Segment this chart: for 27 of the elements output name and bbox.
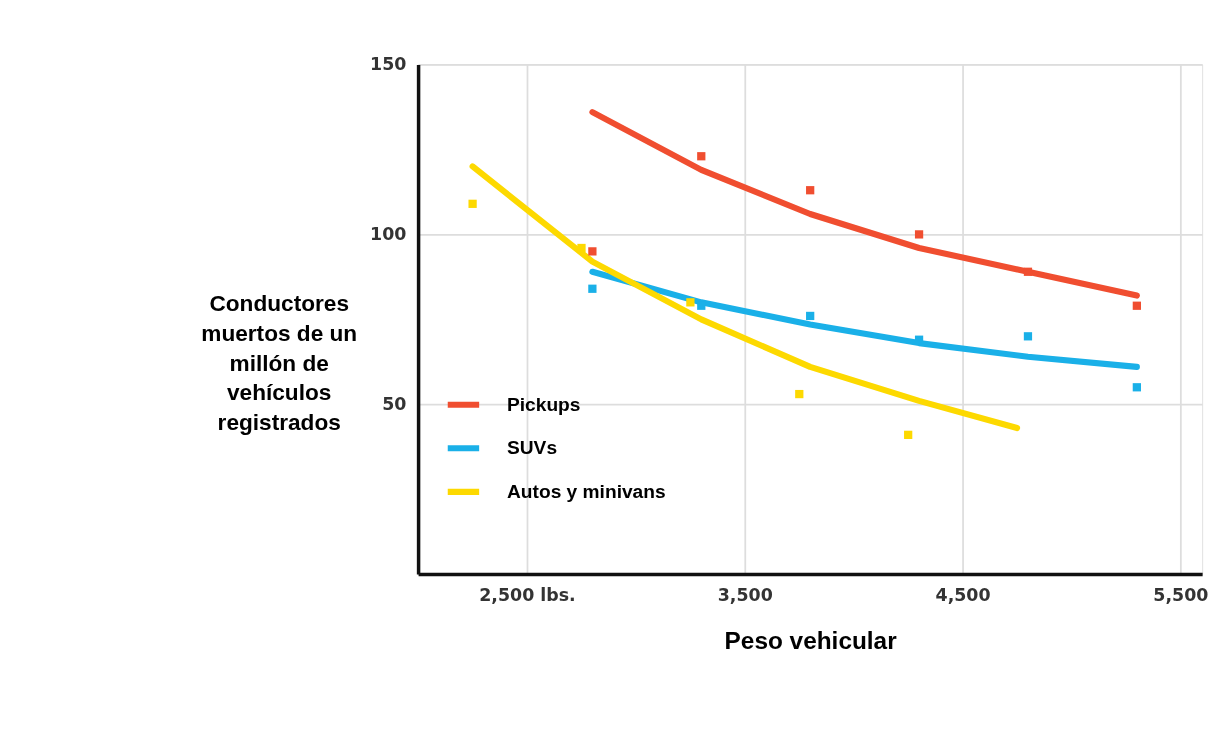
point xyxy=(686,298,695,307)
point xyxy=(795,389,804,399)
y-tick-label: 100 xyxy=(370,224,407,245)
y-tick-label: 50 xyxy=(382,393,407,414)
point xyxy=(914,230,924,239)
point xyxy=(697,152,706,161)
x-tick-label: 4,500 xyxy=(935,584,991,605)
point xyxy=(806,311,815,321)
point xyxy=(1132,383,1141,392)
x-axis-title: Peso vehicular xyxy=(724,627,898,655)
x-tick-label: 3,500 xyxy=(717,584,773,605)
point xyxy=(577,243,586,253)
point xyxy=(468,199,477,208)
point xyxy=(1023,267,1033,276)
point xyxy=(1132,301,1141,310)
legend-label: Autos y minivans xyxy=(507,480,666,502)
point xyxy=(588,284,597,293)
legend-label: SUVs xyxy=(507,437,558,459)
point xyxy=(588,247,597,256)
legend-label: Pickups xyxy=(507,393,581,415)
point xyxy=(904,430,913,439)
point xyxy=(806,186,815,195)
x-tick-label: 2,500 lbs. xyxy=(479,584,576,605)
y-tick-label: 150 xyxy=(370,54,407,75)
x-tick-label: 5,500 xyxy=(1153,584,1209,605)
y-axis-title: Conductores muertos de un millón de vehículos registrados xyxy=(201,291,358,435)
point xyxy=(1023,332,1033,341)
